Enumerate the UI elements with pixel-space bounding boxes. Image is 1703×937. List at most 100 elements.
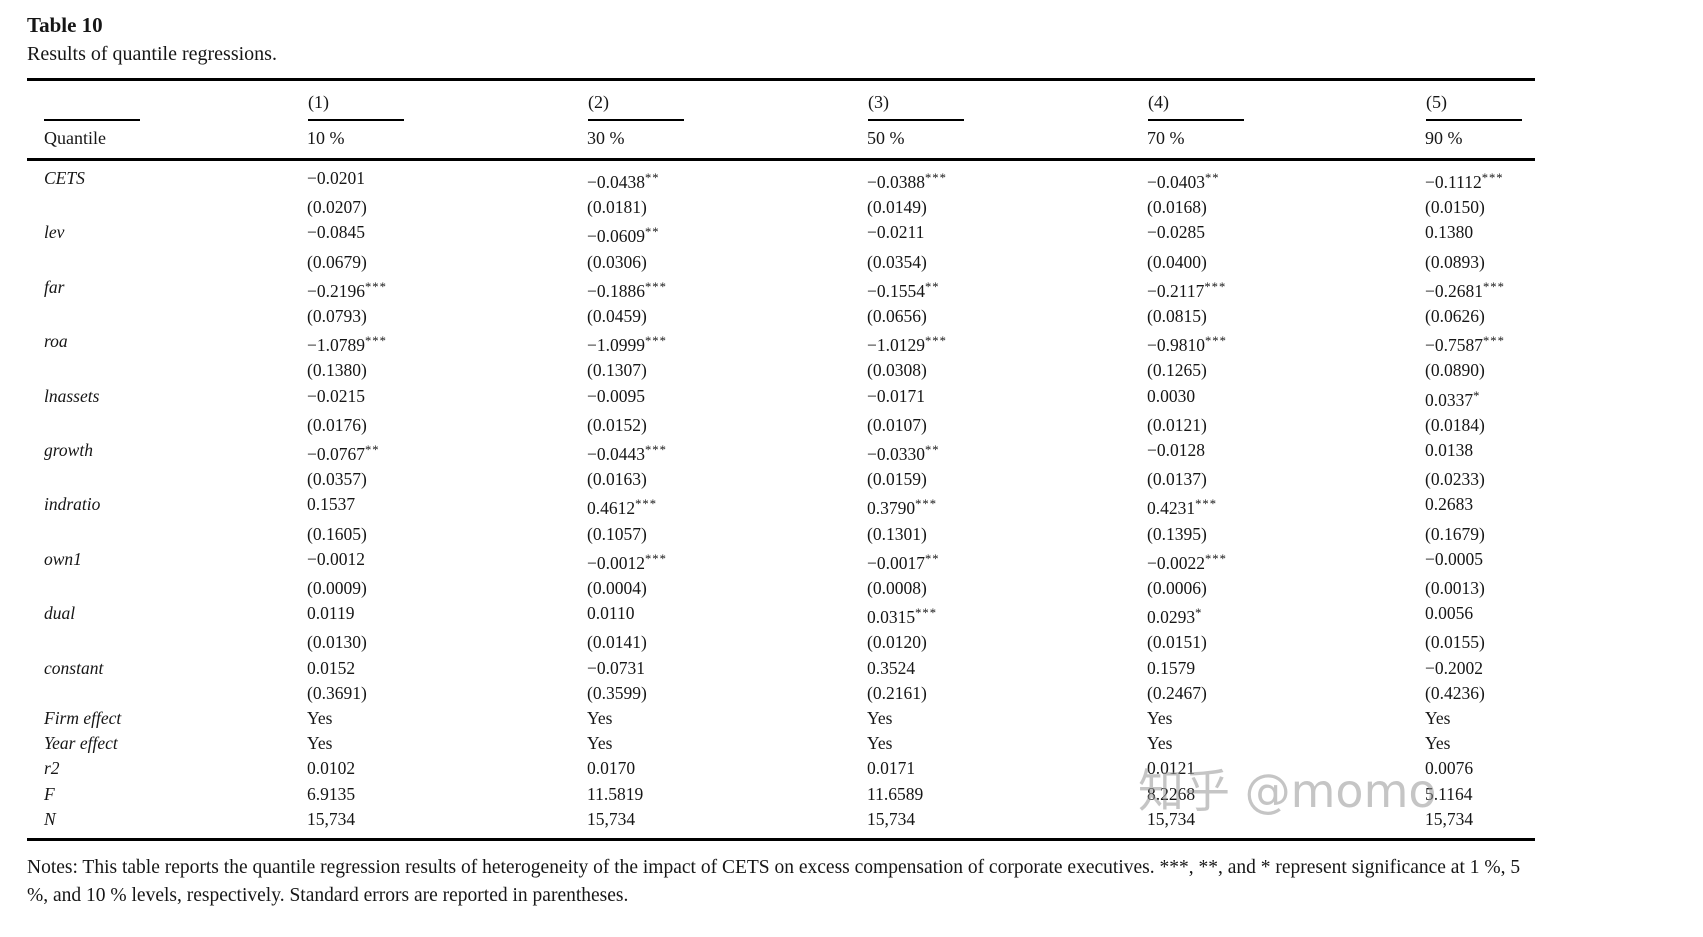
model-header-3: (3) xyxy=(867,80,1147,123)
value-cell: −0.0403** xyxy=(1147,171,1220,192)
variable-label xyxy=(27,250,307,275)
value-cell: −0.0438** xyxy=(587,171,660,192)
se-cell: (0.0308) xyxy=(867,360,927,381)
significance-stars: *** xyxy=(1205,334,1227,349)
se-cell: (0.0137) xyxy=(1147,469,1207,490)
value-cell: −0.0443*** xyxy=(587,443,667,465)
significance-stars: *** xyxy=(365,334,387,349)
se-cell: (0.0233) xyxy=(1425,469,1485,490)
significance-stars: ** xyxy=(365,443,380,458)
se-cell: (0.1057) xyxy=(587,523,647,544)
value-cell: Yes xyxy=(1425,708,1451,729)
variable-label xyxy=(27,358,307,383)
se-cell: (0.0626) xyxy=(1425,306,1485,327)
significance-stars: *** xyxy=(1204,279,1227,294)
se-cell: (0.0168) xyxy=(1147,197,1207,218)
variable-label: lnassets xyxy=(44,385,100,406)
quantile-header-4: 70 % xyxy=(1147,122,1425,161)
value-cell: 0.0152 xyxy=(307,657,356,678)
variable-label: CETS xyxy=(44,168,85,188)
significance-stars: *** xyxy=(1483,334,1505,349)
variable-label xyxy=(27,195,307,220)
se-cell: (0.0459) xyxy=(587,306,647,327)
value-cell: Yes xyxy=(1425,733,1451,754)
se-cell: (0.0354) xyxy=(867,251,927,272)
table-row: (0.0176) (0.0152) (0.0107) (0.0121) (0.0184) xyxy=(27,413,1535,438)
se-cell: (0.0152) xyxy=(587,414,647,435)
header-rule xyxy=(588,119,684,121)
table-row: constant 0.0152 −0.0731 0.3524 0.1579 −0.2002 xyxy=(27,656,1535,681)
table-subtitle: Results of quantile regressions. xyxy=(27,43,277,65)
significance-stars: *** xyxy=(645,551,667,566)
significance-stars: *** xyxy=(1195,497,1218,512)
significance-stars: *** xyxy=(645,334,667,349)
se-cell: (0.0679) xyxy=(307,251,367,272)
variable-label: F xyxy=(44,783,55,804)
value-cell: −0.0012*** xyxy=(587,551,667,573)
value-cell: 11.5819 xyxy=(587,783,644,804)
significance-stars: *** xyxy=(365,279,387,294)
value-cell: −0.0201 xyxy=(307,168,365,188)
table-row: growth −0.0767** −0.0443*** −0.0330** −0.012… xyxy=(27,438,1535,467)
se-cell: (0.0009) xyxy=(307,578,367,599)
se-cell: (0.1301) xyxy=(867,523,927,544)
header-rule xyxy=(1426,119,1522,121)
significance-stars: *** xyxy=(915,497,938,512)
value-cell: 0.0030 xyxy=(1147,385,1196,406)
se-cell: (0.3599) xyxy=(587,682,647,703)
significance-stars: ** xyxy=(925,279,940,294)
value-cell: −1.0999*** xyxy=(587,334,667,356)
value-cell: −0.0095 xyxy=(587,385,645,406)
significance-stars: ** xyxy=(925,443,940,458)
variable-label: far xyxy=(44,276,65,297)
se-cell: (0.2467) xyxy=(1147,682,1207,703)
variable-label: growth xyxy=(44,440,93,461)
se-cell: (0.3691) xyxy=(307,682,367,703)
significance-stars: *** xyxy=(1481,171,1504,185)
variable-label: N xyxy=(44,808,56,829)
header-rule xyxy=(308,119,404,121)
variable-label xyxy=(27,681,307,706)
se-cell: (0.0013) xyxy=(1425,578,1485,599)
se-cell: (0.0893) xyxy=(1425,251,1485,272)
table-row: indratio 0.1537 0.4612*** 0.3790*** 0.4231**… xyxy=(27,492,1535,521)
se-cell: (0.4236) xyxy=(1425,682,1485,703)
se-cell: (0.0155) xyxy=(1425,632,1485,653)
model-header-5: (5) xyxy=(1425,80,1535,123)
table-row: (0.0679) (0.0306) (0.0354) (0.0400) (0.0893) xyxy=(27,250,1535,275)
se-cell: (0.0120) xyxy=(867,632,927,653)
value-cell: 0.1579 xyxy=(1147,657,1196,678)
table-row: Year effect Yes Yes Yes Yes Yes xyxy=(27,731,1535,756)
value-cell: 0.0121 xyxy=(1147,758,1196,779)
value-cell: Yes xyxy=(307,733,333,754)
se-cell: (0.1265) xyxy=(1147,360,1207,381)
variable-label: indratio xyxy=(44,494,101,515)
variable-label xyxy=(27,522,307,547)
variable-label: Year effect xyxy=(44,733,118,754)
value-cell: −0.1112*** xyxy=(1425,171,1504,192)
variable-label xyxy=(27,467,307,492)
value-cell: −0.0845 xyxy=(307,222,365,243)
value-cell: 0.0293* xyxy=(1147,606,1203,628)
variable-label: lev xyxy=(44,222,65,243)
value-cell: Yes xyxy=(1147,708,1173,729)
se-cell: (0.1679) xyxy=(1425,523,1485,544)
quantile-header-3: 50 % xyxy=(867,122,1147,161)
se-cell: (0.0357) xyxy=(307,469,367,490)
value-cell: 0.0056 xyxy=(1425,603,1474,624)
model-header-empty xyxy=(27,80,307,123)
value-cell: 0.4231*** xyxy=(1147,497,1218,519)
value-cell: Yes xyxy=(867,733,893,754)
value-cell: 0.2683 xyxy=(1425,494,1474,515)
model-header-2: (2) xyxy=(587,80,867,123)
se-cell: (0.1395) xyxy=(1147,523,1207,544)
value-cell: 15,734 xyxy=(867,808,916,829)
value-cell: −0.1554** xyxy=(867,279,940,301)
se-cell: (0.0107) xyxy=(867,414,927,435)
value-cell: −0.2117*** xyxy=(1147,279,1227,301)
se-cell: (0.1380) xyxy=(307,360,367,381)
se-cell: (0.0656) xyxy=(867,306,927,327)
quantile-header-1: 10 % xyxy=(307,122,587,161)
table-row: Firm effect Yes Yes Yes Yes Yes xyxy=(27,706,1535,731)
table-row: (0.1605) (0.1057) (0.1301) (0.1395) (0.1679) xyxy=(27,522,1535,547)
